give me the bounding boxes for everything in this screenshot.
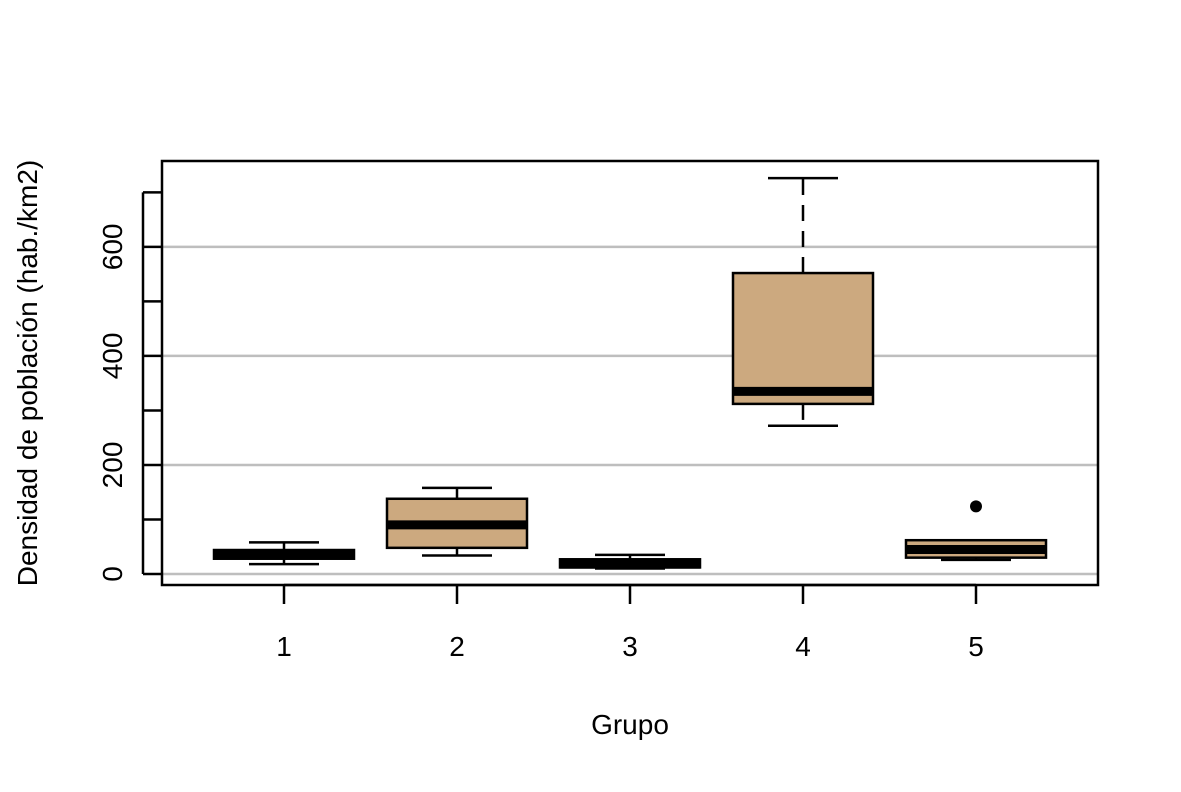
x-tick-label: 2 [449,631,465,662]
x-tick-label: 1 [276,631,292,662]
box-group [385,486,529,557]
y-tick-label: 0 [97,566,128,582]
y-axis: 0 200 400 600 [97,191,162,582]
box-group [904,500,1048,562]
y-tick-label: 200 [97,442,128,489]
x-axis: 1 2 3 4 5 [276,583,984,662]
plot-frame [160,159,1100,587]
box-iqr [731,271,875,406]
y-tick-label: 600 [97,224,128,271]
y-tick-label: 400 [97,333,128,380]
x-tick-label: 5 [968,631,984,662]
x-tick-label: 3 [622,631,638,662]
x-tick-label: 4 [795,631,811,662]
outlier-point [970,500,982,513]
box-group [212,541,356,566]
gridlines [162,245,1098,576]
x-axis-label: Grupo [591,709,669,740]
y-axis-label: Densidad de población (hab./km2) [12,160,43,586]
box-group [558,553,702,570]
box-group [731,176,875,427]
box-series [212,176,1048,570]
